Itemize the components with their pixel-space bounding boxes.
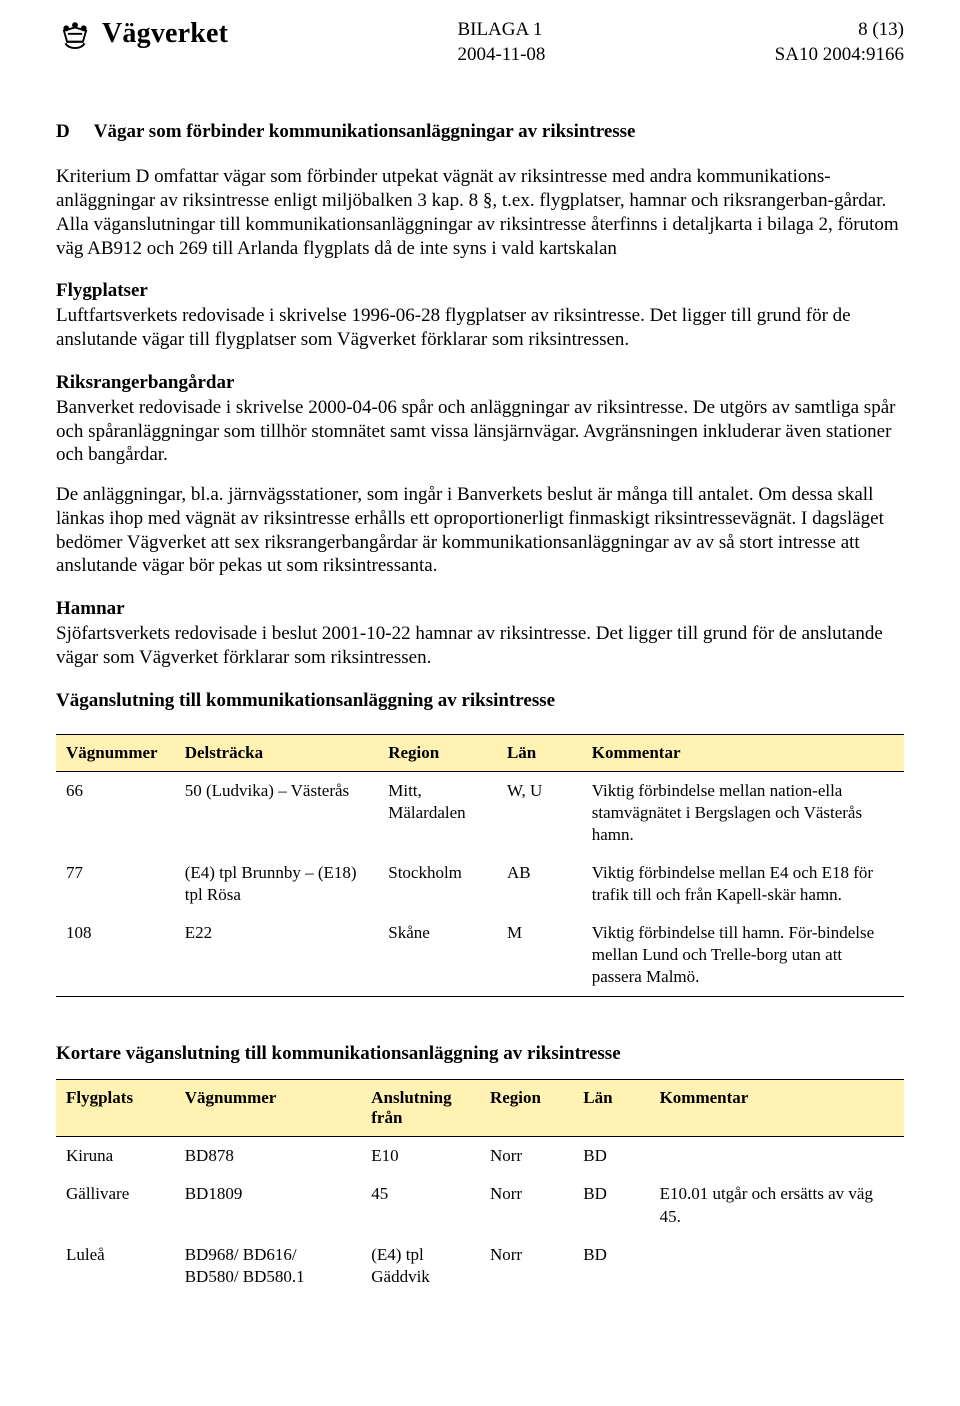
column-header: Delsträcka <box>175 734 379 771</box>
hamnar-body: Sjöfartsverkets redovisade i beslut 2001… <box>56 622 904 670</box>
org-name: Vägverket <box>102 18 228 50</box>
page-header: Vägverket BILAGA 1 2004-11-08 8 (13) SA1… <box>56 18 904 67</box>
table2-title: Kortare väganslutning till kommunikation… <box>56 1043 904 1065</box>
flygplatser-heading: Flygplatser <box>56 280 904 302</box>
table-cell <box>650 1236 904 1296</box>
table-row: LuleåBD968/ BD616/ BD580/ BD580.1(E4) tp… <box>56 1236 904 1296</box>
column-header: Vägnummer <box>56 734 175 771</box>
table-cell: M <box>497 914 582 997</box>
doc-id: SA10 2004:9166 <box>775 43 904 68</box>
section-title: Vägar som förbinder kommunikationsanlägg… <box>94 121 636 143</box>
table-cell: AB <box>497 854 582 914</box>
table-cell: Skåne <box>378 914 497 997</box>
table-cell: Mitt, Mälardalen <box>378 771 497 854</box>
table-cell: Viktig förbindelse till hamn. För-bindel… <box>582 914 904 997</box>
header-right: 8 (13) SA10 2004:9166 <box>775 18 904 67</box>
table-cell: Viktig förbindelse mellan nation-ella st… <box>582 771 904 854</box>
table-cell: 66 <box>56 771 175 854</box>
header-center: BILAGA 1 2004-11-08 <box>457 18 545 67</box>
table-cell: 50 (Ludvika) – Västerås <box>175 771 379 854</box>
column-header: Flygplats <box>56 1080 175 1137</box>
document-date: 2004-11-08 <box>457 43 545 68</box>
column-header: Vägnummer <box>175 1080 362 1137</box>
column-header: Län <box>573 1080 649 1137</box>
table-cell: Luleå <box>56 1236 175 1296</box>
table-row: 108E22SkåneMViktig förbindelse till hamn… <box>56 914 904 997</box>
crown-icon <box>56 18 94 61</box>
table-cell: E22 <box>175 914 379 997</box>
page-number: 8 (13) <box>775 18 904 43</box>
table-cell: Viktig förbindelse mellan E4 och E18 för… <box>582 854 904 914</box>
table-cell: (E4) tpl Gäddvik <box>361 1236 480 1296</box>
table-header-row: VägnummerDelsträckaRegionLänKommentar <box>56 734 904 771</box>
column-header: Kommentar <box>650 1080 904 1137</box>
logo-block: Vägverket <box>56 18 228 61</box>
table-cell <box>650 1137 904 1176</box>
table-cell: Gällivare <box>56 1175 175 1235</box>
table-cell: E10 <box>361 1137 480 1176</box>
table-header-row: FlygplatsVägnummerAnslutning frånRegionL… <box>56 1080 904 1137</box>
table-cell: Norr <box>480 1175 573 1235</box>
column-header: Län <box>497 734 582 771</box>
flygplatser-body: Luftfartsverkets redovisade i skrivelse … <box>56 304 904 352</box>
hamnar-heading: Hamnar <box>56 598 904 620</box>
table-row: 6650 (Ludvika) – VästeråsMitt, Mälardale… <box>56 771 904 854</box>
table-row: 77(E4) tpl Brunnby – (E18) tpl RösaStock… <box>56 854 904 914</box>
table-row: KirunaBD878E10NorrBD <box>56 1137 904 1176</box>
table-cell: BD1809 <box>175 1175 362 1235</box>
table-cell: BD <box>573 1236 649 1296</box>
table-cell: W, U <box>497 771 582 854</box>
table-cell: BD878 <box>175 1137 362 1176</box>
table-veganslutning: VägnummerDelsträckaRegionLänKommentar 66… <box>56 734 904 998</box>
table-cell: 45 <box>361 1175 480 1235</box>
section-letter: D <box>56 121 70 143</box>
table-cell: (E4) tpl Brunnby – (E18) tpl Rösa <box>175 854 379 914</box>
table-cell: BD <box>573 1175 649 1235</box>
column-header: Anslutning från <box>361 1080 480 1137</box>
page: Vägverket BILAGA 1 2004-11-08 8 (13) SA1… <box>0 0 960 1352</box>
column-header: Region <box>378 734 497 771</box>
appendix-label: BILAGA 1 <box>457 18 545 43</box>
table-cell: BD968/ BD616/ BD580/ BD580.1 <box>175 1236 362 1296</box>
table-cell: BD <box>573 1137 649 1176</box>
table-cell: 108 <box>56 914 175 997</box>
section-d-heading: D Vägar som förbinder kommunikationsanlä… <box>56 121 904 143</box>
riksranger-heading: Riksrangerbangårdar <box>56 372 904 394</box>
riksranger-body2: De anläggningar, bl.a. järnvägsstationer… <box>56 483 904 578</box>
table-cell: E10.01 utgår och ersätts av väg 45. <box>650 1175 904 1235</box>
table-row: GällivareBD180945NorrBDE10.01 utgår och … <box>56 1175 904 1235</box>
table-kortare-veganslutning: FlygplatsVägnummerAnslutning frånRegionL… <box>56 1079 904 1295</box>
table1-title: Väganslutning till kommunikationsanläggn… <box>56 690 904 712</box>
column-header: Region <box>480 1080 573 1137</box>
section-d-para: Kriterium D omfattar vägar som förbinder… <box>56 165 904 260</box>
table-cell: Norr <box>480 1137 573 1176</box>
table-cell: Norr <box>480 1236 573 1296</box>
table-cell: 77 <box>56 854 175 914</box>
table-cell: Stockholm <box>378 854 497 914</box>
column-header: Kommentar <box>582 734 904 771</box>
riksranger-body1: Banverket redovisade i skrivelse 2000-04… <box>56 396 904 467</box>
table-cell: Kiruna <box>56 1137 175 1176</box>
